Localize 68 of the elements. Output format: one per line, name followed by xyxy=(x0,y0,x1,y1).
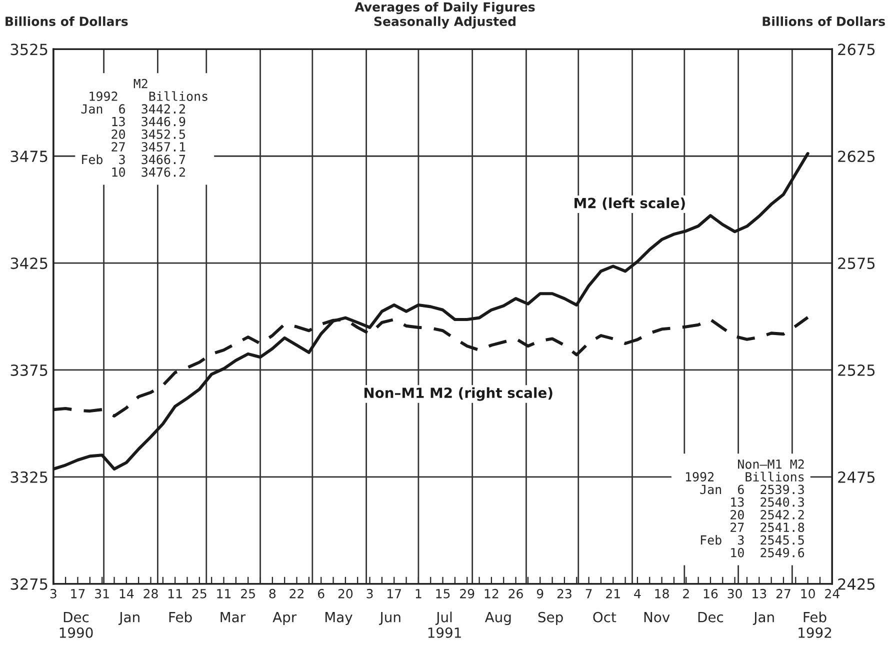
x-tick-label: 6 xyxy=(318,588,324,598)
x2-tick-label: Jul 1991 xyxy=(428,612,461,638)
chart-subtitle: Seasonally Adjusted xyxy=(374,16,516,29)
x-tick-label: 25 xyxy=(192,588,206,598)
series-label: M2 (left scale) xyxy=(574,198,685,210)
x-tick-label: 22 xyxy=(290,588,304,598)
x2-tick-label: Jun xyxy=(379,612,400,625)
x-tick-label: 10 xyxy=(801,588,815,598)
x-tick-label: 17 xyxy=(71,589,85,598)
annotation: M2 1992 Billions Jan 6 3442.2 13 3446.9 20 3452.5 27 3457.1 Feb 3 3466.7 10 3476.2 xyxy=(81,78,208,177)
y2-tick-label: 2625 xyxy=(838,150,875,162)
x-tick-label: 13 xyxy=(752,588,766,598)
y2-axis-title: Billions of Dollars xyxy=(762,16,885,26)
x-tick-label: 25 xyxy=(241,588,255,598)
x-tick-label: 3 xyxy=(50,588,56,598)
x2-tick-label: Dec xyxy=(698,612,724,622)
y-axis-title: Billions of Dollars xyxy=(6,16,128,26)
x-tick-label: 15 xyxy=(436,589,450,598)
x-tick-label: 24 xyxy=(825,588,840,598)
y2-tick-label: 2475 xyxy=(838,471,875,483)
x-tick-label: 16 xyxy=(704,588,718,598)
x-tick-label: 9 xyxy=(536,588,544,598)
x-tick-label: 27 xyxy=(776,588,790,598)
x2-tick-label: May xyxy=(325,612,352,626)
x2-tick-label: Nov xyxy=(644,612,670,622)
x-tick-label: 7 xyxy=(586,589,592,598)
x-tick-label: 17 xyxy=(388,589,401,598)
y-tick-label: 3475 xyxy=(10,150,48,162)
x2-tick-label: Oct xyxy=(593,612,616,622)
x-tick-label: 8 xyxy=(269,588,276,598)
x-tick-label: 4 xyxy=(634,589,641,598)
x2-tick-label: Aug xyxy=(484,612,511,626)
x2-tick-label: Feb xyxy=(169,612,192,622)
x-tick-label: 1 xyxy=(416,589,422,598)
y-tick-label: 3425 xyxy=(10,258,48,270)
x-tick-label: 2 xyxy=(683,588,689,598)
x2-tick-label: Sep xyxy=(538,612,563,626)
x2-tick-label: Mar xyxy=(220,612,246,622)
x2-tick-label: Dec 1990 xyxy=(60,612,93,638)
x2-tick-label: Feb 1992 xyxy=(798,612,832,638)
y2-tick-label: 2675 xyxy=(838,44,875,56)
text: Non–M1 M2 (right scale) xyxy=(364,387,552,401)
x-tick-label: 31 xyxy=(95,588,109,598)
x-tick-label: 3 xyxy=(366,588,373,598)
y-tick-label: 3275 xyxy=(10,578,48,590)
x-tick-label: 11 xyxy=(217,589,231,598)
y-tick-label: 3525 xyxy=(10,44,48,56)
x-tick-label: 20 xyxy=(338,588,353,598)
chart-title: Averages of Daily Figures xyxy=(354,2,535,14)
x-tick-label: 18 xyxy=(655,588,669,598)
y-tick-label: 3375 xyxy=(10,364,48,376)
x-tick-label: 12 xyxy=(484,588,498,598)
x2-tick-label: Jan xyxy=(118,612,140,625)
x-tick-label: 23 xyxy=(557,588,572,598)
x2-tick-label: Jan xyxy=(752,612,774,625)
x-tick-label: 11 xyxy=(168,589,182,598)
x-tick-label: 30 xyxy=(728,588,742,598)
y2-tick-label: 2425 xyxy=(838,578,875,590)
y2-tick-label: 2525 xyxy=(838,364,875,376)
annotation: Non–M1 M2 1992 Billions Jan 6 2539.3 13 2540.3 20 2542.2 27 2541.8 Feb 3 2545.5 10 2549.6 xyxy=(686,459,804,558)
x-tick-label: 28 xyxy=(144,588,158,598)
y-tick-label: 3325 xyxy=(10,471,48,483)
x2-tick-label: Apr xyxy=(272,612,297,626)
x-tick-label: 21 xyxy=(606,588,620,598)
y2-tick-label: 2575 xyxy=(838,258,875,270)
x-tick-label: 14 xyxy=(120,589,134,598)
x-tick-label: 26 xyxy=(508,588,523,598)
x-tick-label: 29 xyxy=(460,588,474,598)
